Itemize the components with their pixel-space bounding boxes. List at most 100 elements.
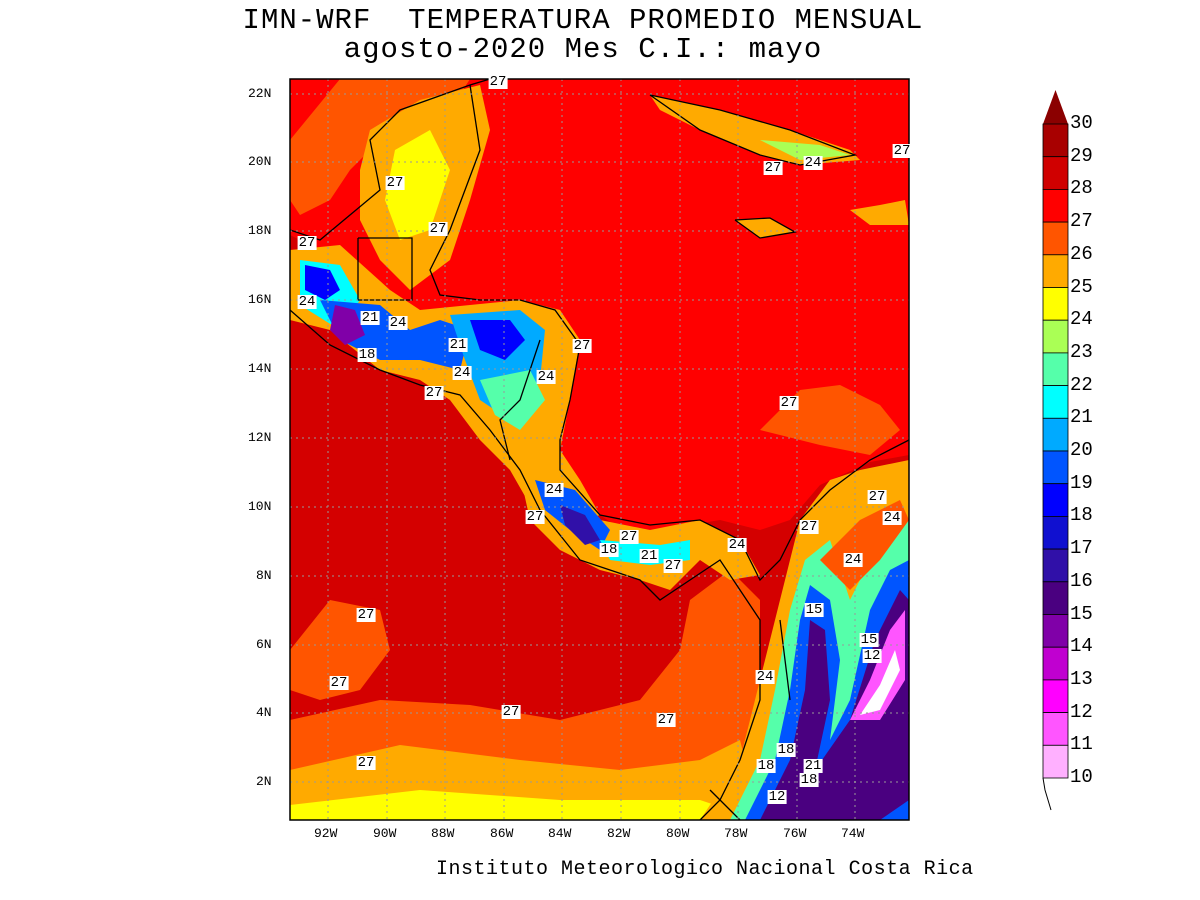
pacific-warm-patch [290, 600, 390, 700]
contour-label: 24 [843, 552, 863, 568]
colorbar-swatch [1042, 123, 1069, 158]
colorbar-label: 23 [1070, 340, 1093, 363]
contour-label: 24 [536, 369, 556, 385]
lat-tick-label: 20N [248, 154, 272, 169]
contour-label: 18 [799, 772, 819, 788]
contour-label: 24 [803, 155, 823, 171]
nicaragua-highland [480, 370, 545, 430]
title-line-1: IMN-WRF TEMPERATURA PROMEDIO MENSUAL [242, 4, 924, 37]
contour-label: 27 [525, 509, 545, 525]
contour-label: 27 [385, 175, 405, 191]
contour-label: 12 [767, 789, 787, 805]
colorbar-label: 30 [1070, 112, 1093, 134]
yucatan-interior [385, 130, 450, 240]
andes-peaks [850, 610, 905, 720]
lon-tick-label: 82W [607, 826, 631, 841]
contour-label: 27 [501, 704, 521, 720]
lat-tick-label: 4N [256, 705, 272, 720]
contour-label: 21 [448, 337, 468, 353]
colorbar-swatch [1042, 450, 1069, 485]
contour-label: 27 [892, 143, 912, 159]
colorbar-swatch [1042, 516, 1069, 550]
colorbar-swatch [1042, 156, 1069, 190]
contour-label: 27 [663, 558, 683, 574]
colorbar-swatch [1042, 581, 1069, 615]
credit-text: Instituto Meteorologico Nacional Costa R… [436, 858, 974, 881]
contour-label: 27 [799, 519, 819, 535]
contour-label: 21 [360, 310, 380, 326]
contour-label: 21 [803, 758, 823, 774]
guatemala-highland-core [330, 305, 365, 345]
honduras-highland-core [470, 320, 525, 360]
lat-tick-label: 22N [248, 86, 272, 101]
contour-label: 18 [776, 742, 796, 758]
colorbar-label: 21 [1070, 406, 1093, 429]
colorbar-label: 22 [1070, 373, 1093, 396]
contour-label: 24 [727, 537, 747, 553]
lon-tick-label: 90W [373, 826, 397, 841]
contour-label: 27 [356, 755, 376, 771]
graticule [290, 79, 909, 820]
contour-label: 18 [756, 758, 776, 774]
lat-tick-label: 8N [256, 568, 272, 583]
colorbar-label: 10 [1070, 766, 1093, 788]
contour-label: 18 [599, 542, 619, 558]
colorbar-label: 15 [1070, 602, 1093, 625]
colorbar-label: 25 [1070, 275, 1093, 298]
lon-tick-label: 88W [431, 826, 455, 841]
contour-label: 12 [862, 648, 882, 664]
cuba-highland [760, 140, 850, 160]
contour-label: 27 [779, 395, 799, 411]
colorbar-label: 17 [1070, 537, 1093, 560]
contour-label: 24 [452, 365, 472, 381]
colorbar-label: 11 [1070, 733, 1093, 756]
andes-high [760, 590, 909, 820]
colorbar-swatch [1042, 385, 1069, 419]
map-frame [289, 78, 910, 821]
title-line-2: agosto-2020 Mes C.I.: mayo [343, 33, 823, 66]
hispaniola-land [850, 200, 909, 225]
lon-tick-label: 80W [666, 826, 690, 841]
colorbar-label: 14 [1070, 635, 1093, 658]
colorbar-swatch [1042, 319, 1069, 354]
lon-tick-label: 74W [841, 826, 865, 841]
colorbar-swatch [1042, 614, 1069, 648]
contour-label: 24 [755, 669, 775, 685]
colorbar-label: 13 [1070, 667, 1093, 690]
contour-label: 18 [357, 347, 377, 363]
lon-tick-label: 78W [724, 826, 748, 841]
colorbar-swatch [1042, 188, 1069, 223]
colorbar-swatch [1042, 744, 1069, 779]
lon-tick-label: 86W [490, 826, 514, 841]
colorbar-label: 28 [1070, 177, 1093, 200]
contour-label: 27 [619, 529, 639, 545]
colorbar-under-tail [1042, 777, 1052, 811]
contour-label: 27 [572, 338, 592, 354]
contour-label: 15 [804, 602, 824, 618]
contour-label: 27 [428, 221, 448, 237]
chiapas-highland-core [305, 265, 340, 300]
contour-label: 15 [859, 632, 879, 648]
colorbar-label: 16 [1070, 569, 1093, 592]
contour-label: 27 [356, 607, 376, 623]
contour-label: 27 [329, 675, 349, 691]
jamaica-land [735, 218, 795, 238]
lat-tick-label: 6N [256, 637, 272, 652]
lon-tick-label: 76W [783, 826, 807, 841]
contour-label: 27 [424, 385, 444, 401]
colorbar-label: 20 [1070, 439, 1093, 461]
lon-tick-label: 92W [314, 826, 338, 841]
contour-label: 27 [656, 712, 676, 728]
lat-tick-label: 2N [256, 774, 272, 789]
lat-tick-label: 10N [248, 499, 272, 514]
colorbar-swatch [1042, 483, 1069, 517]
contour-label: 27 [297, 235, 317, 251]
colorbar-label: 18 [1070, 504, 1093, 527]
colorbar-over-triangle [1043, 90, 1068, 124]
colorbar-swatch [1042, 712, 1069, 746]
colorbar-label: 29 [1070, 144, 1093, 167]
colorbar-label: 12 [1070, 700, 1093, 723]
colorbar-label: 27 [1070, 210, 1093, 233]
costa-rica-highland-core [560, 505, 600, 545]
